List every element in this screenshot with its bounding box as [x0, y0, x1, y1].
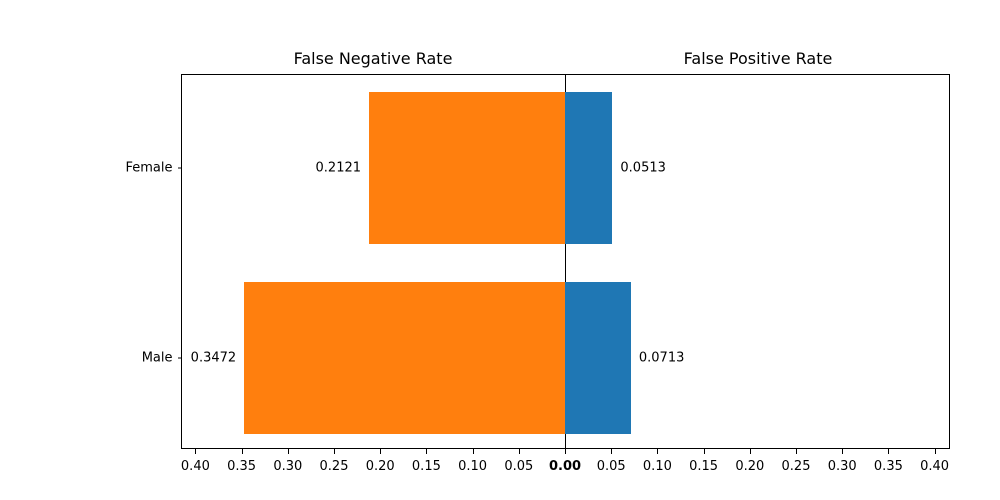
x-tick-label-left: 0.05	[504, 458, 534, 474]
y-tick-mark-female	[177, 167, 181, 169]
x-tick-label-right: 0.20	[735, 458, 765, 474]
x-tick-mark	[518, 449, 520, 454]
x-tick-mark	[934, 449, 936, 454]
x-tick-label-center: 0.00	[548, 458, 582, 474]
x-tick-mark	[287, 449, 289, 454]
x-tick-label-right: 0.10	[642, 458, 672, 474]
x-tick-mark	[657, 449, 659, 454]
bar-right-female	[565, 92, 613, 244]
x-tick-label-left: 0.15	[411, 458, 441, 474]
x-tick-mark	[565, 449, 566, 454]
x-tick-mark	[380, 449, 382, 454]
x-tick-label-left: 0.25	[319, 458, 349, 474]
x-tick-mark	[888, 449, 890, 454]
y-tick-label-female: Female	[125, 160, 173, 176]
x-tick-label-right: 0.40	[920, 458, 950, 474]
right-subplot-title: False Positive Rate	[683, 49, 833, 68]
x-tick-label-left: 0.35	[227, 458, 257, 474]
x-tick-label-left: 0.30	[273, 458, 303, 474]
x-tick-label-right: 0.05	[596, 458, 626, 474]
x-tick-mark	[749, 449, 751, 454]
x-tick-mark	[611, 449, 613, 454]
x-tick-mark	[334, 449, 335, 454]
x-tick-mark	[426, 449, 428, 454]
x-tick-label-right: 0.15	[689, 458, 719, 474]
bar-value-label-left-female: 0.2121	[315, 160, 362, 176]
y-tick-label-male: Male	[141, 350, 173, 365]
center-axis-line	[565, 74, 566, 454]
bar-right-male	[565, 281, 631, 434]
bar-value-label-left-male: 0.3472	[190, 350, 237, 365]
x-tick-mark	[842, 449, 844, 454]
x-tick-label-right: 0.30	[827, 458, 857, 474]
x-tick-label-right: 0.25	[781, 458, 811, 474]
x-tick-mark	[195, 449, 197, 454]
y-tick-mark-male	[177, 357, 181, 358]
bar-value-label-right-male: 0.0713	[638, 350, 685, 365]
bar-left-female	[369, 92, 565, 244]
x-tick-label-left: 0.20	[365, 458, 395, 474]
bar-left-male	[244, 281, 565, 434]
x-tick-mark	[472, 449, 474, 454]
x-tick-mark	[241, 449, 243, 454]
left-subplot-title: False Negative Rate	[293, 49, 453, 68]
x-tick-label-right: 0.35	[873, 458, 903, 474]
x-tick-mark	[703, 449, 705, 454]
bar-value-label-right-female: 0.0513	[620, 160, 666, 176]
x-tick-label-left: 0.10	[458, 458, 488, 474]
x-tick-mark	[796, 449, 797, 454]
x-tick-label-left: 0.40	[180, 458, 210, 474]
